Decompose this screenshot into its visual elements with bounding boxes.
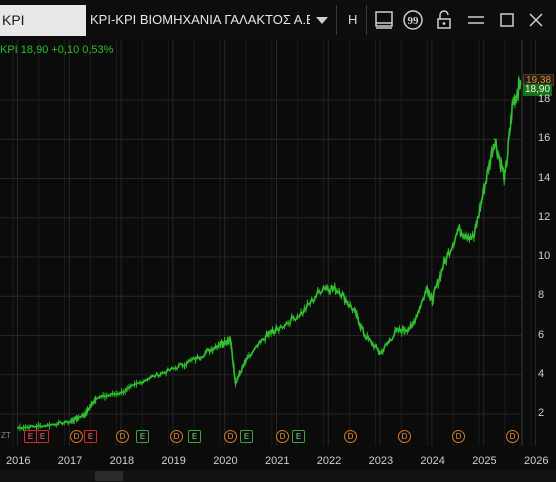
- y-axis-label: 16: [538, 132, 551, 145]
- data-point: [457, 228, 460, 231]
- scroll-thumb[interactable]: [95, 471, 123, 481]
- data-point: [120, 391, 123, 394]
- earnings-marker[interactable]: E: [136, 430, 149, 443]
- data-point: [43, 424, 45, 427]
- data-point: [234, 381, 237, 384]
- data-point: [364, 334, 366, 337]
- dividend-marker[interactable]: D: [452, 430, 465, 443]
- x-axis-label: 2025: [472, 455, 497, 467]
- earnings-marker[interactable]: E: [292, 430, 305, 443]
- data-point: [431, 299, 434, 301]
- data-point: [410, 326, 413, 329]
- menu-icon[interactable]: [464, 8, 488, 32]
- data-point: [276, 328, 278, 331]
- bottom-scrollbar[interactable]: [0, 470, 556, 482]
- earnings-marker[interactable]: E: [188, 430, 201, 443]
- dividend-marker[interactable]: D: [344, 430, 357, 443]
- data-point: [172, 368, 175, 370]
- data-point: [379, 352, 382, 354]
- x-axis-label: 2023: [368, 455, 394, 467]
- y-axis-label: 4: [538, 367, 545, 380]
- quote-icon[interactable]: 99: [401, 8, 425, 32]
- data-point: [426, 287, 429, 290]
- data-point: [338, 289, 340, 292]
- y-axis-label: 10: [538, 250, 551, 262]
- earnings-marker[interactable]: E: [84, 430, 97, 443]
- quote-line: KPI 18,90 +0,10 0,53%: [0, 44, 114, 56]
- svg-text:99: 99: [408, 15, 420, 27]
- dividend-marker[interactable]: D: [170, 430, 183, 443]
- last-price-tag: 18,90: [523, 84, 553, 96]
- y-axis-label: 6: [538, 328, 545, 341]
- instrument-name[interactable]: KPI-KPI ΒΙΟΜΗΧΑΝΙΑ ΓΑΛΑΚΤΟΣ Α.Β.Ε.Ε: [90, 12, 310, 27]
- data-point: [441, 266, 444, 268]
- divider: [366, 5, 367, 35]
- maximize-icon[interactable]: [495, 8, 519, 32]
- data-point: [265, 334, 268, 337]
- data-point: [84, 413, 87, 415]
- x-axis-label: 2021: [265, 455, 290, 467]
- data-point: [473, 236, 475, 239]
- data-point: [504, 177, 506, 180]
- dividend-marker[interactable]: D: [224, 430, 237, 443]
- data-point: [302, 311, 304, 313]
- y-axis-label: 8: [538, 289, 545, 302]
- h-button[interactable]: H: [348, 12, 358, 27]
- divider: [336, 5, 337, 35]
- x-axis-label: 2026: [524, 455, 549, 467]
- data-point: [519, 81, 522, 84]
- x-axis-label: 2018: [109, 455, 135, 467]
- data-point: [353, 311, 356, 313]
- high-price-tag: 19,38: [523, 74, 555, 86]
- price-chart[interactable]: [0, 40, 556, 470]
- x-axis-label: 2022: [316, 455, 342, 467]
- data-point: [483, 187, 486, 190]
- x-axis-label: 2016: [6, 455, 31, 467]
- dividend-marker[interactable]: D: [398, 430, 411, 443]
- data-point: [17, 426, 19, 429]
- dividend-marker[interactable]: D: [116, 430, 129, 443]
- dividend-marker[interactable]: D: [506, 430, 519, 443]
- data-point: [219, 342, 221, 345]
- earnings-marker[interactable]: E: [240, 430, 253, 443]
- lock-icon[interactable]: [432, 8, 456, 32]
- data-point: [395, 330, 397, 333]
- close-icon[interactable]: [524, 8, 548, 32]
- symbol-input[interactable]: KPI: [0, 5, 86, 36]
- x-axis-label: 2020: [213, 455, 238, 467]
- earnings-marker[interactable]: E: [36, 430, 49, 443]
- data-point: [229, 338, 232, 341]
- data-point: [146, 377, 149, 380]
- data-point: [493, 138, 496, 141]
- y-axis-label: 12: [538, 210, 551, 223]
- dividend-marker[interactable]: D: [70, 430, 83, 443]
- data-point: [69, 421, 71, 423]
- event-prefix: ZT: [1, 431, 11, 440]
- data-point: [198, 356, 201, 358]
- y-axis-label: 18: [538, 93, 551, 105]
- dividend-marker[interactable]: D: [276, 430, 289, 443]
- data-point: [511, 103, 514, 105]
- dropdown-icon[interactable]: [316, 17, 328, 24]
- price-line: [17, 78, 522, 430]
- title-bar: KPI KPI-KPI ΒΙΟΜΗΧΑΝΙΑ ΓΑΛΑΚΤΟΣ Α.Β.Ε.Ε …: [0, 0, 556, 40]
- x-axis-label: 2024: [420, 455, 445, 467]
- panel-icon[interactable]: [372, 8, 396, 32]
- x-axis-label: 2019: [161, 455, 186, 467]
- data-point: [245, 360, 247, 362]
- data-point: [94, 397, 97, 400]
- y-axis-label: 2: [538, 407, 545, 419]
- y-axis-label: 14: [538, 171, 551, 184]
- x-axis-label: 2017: [57, 455, 83, 467]
- data-point: [322, 285, 325, 288]
